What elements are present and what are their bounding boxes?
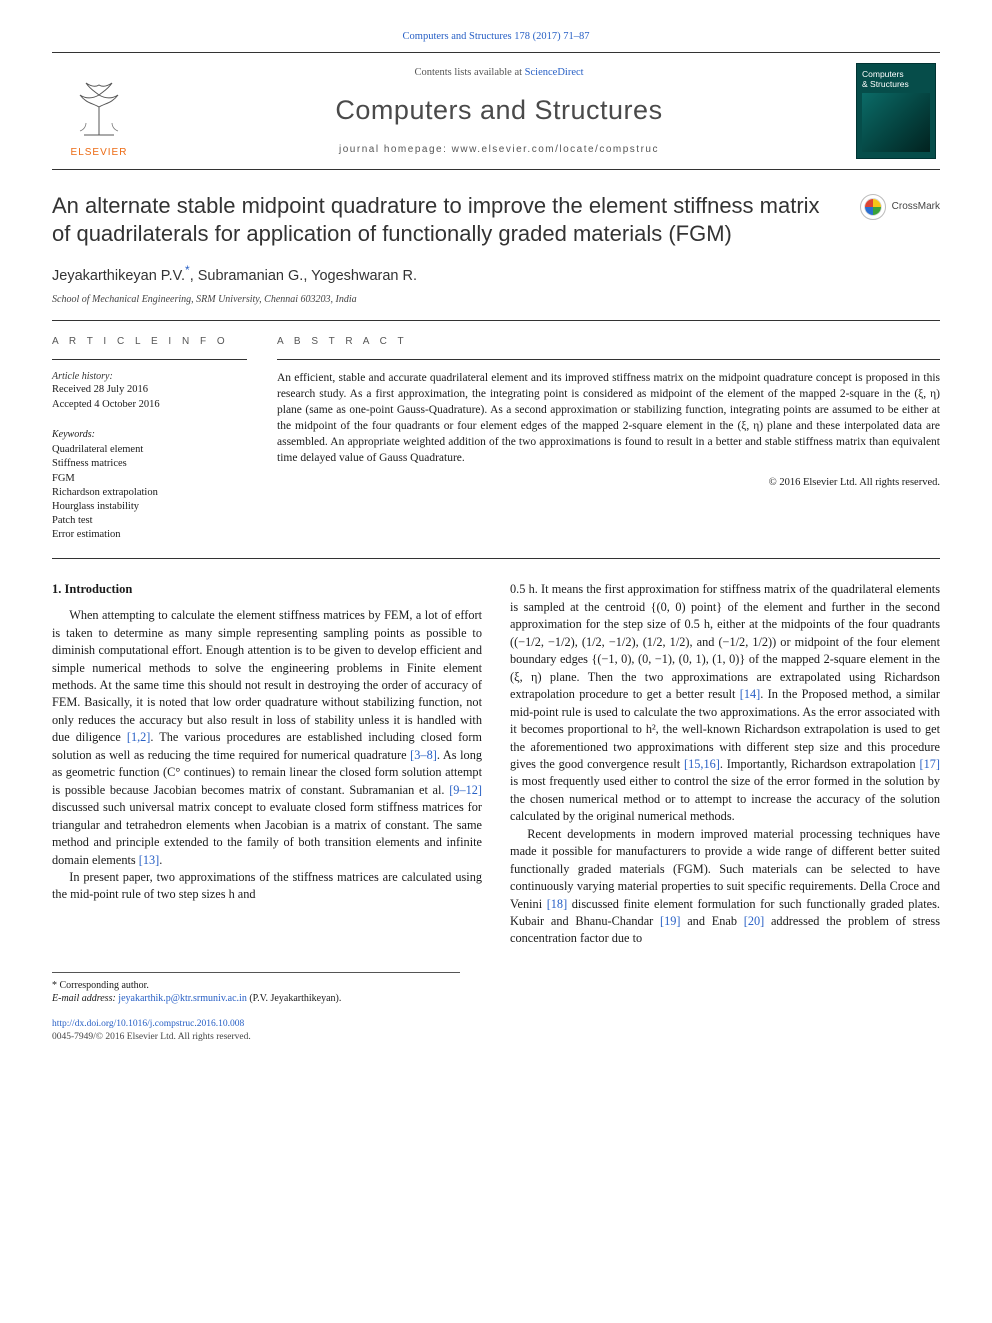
- journal-cover-thumb: Computers & Structures: [856, 63, 936, 159]
- ref-link[interactable]: [20]: [744, 914, 765, 928]
- history-head: Article history:: [52, 370, 247, 384]
- abstract-heading: A B S T R A C T: [277, 335, 940, 349]
- journal-masthead: ELSEVIER Contents lists available at Sci…: [52, 52, 940, 170]
- corresponding-author-footnote: * Corresponding author. E-mail address: …: [52, 972, 460, 1006]
- contents-lists-line: Contents lists available at ScienceDirec…: [414, 66, 583, 80]
- ref-link[interactable]: [14]: [740, 687, 761, 701]
- corr-author-label: * Corresponding author.: [52, 979, 460, 993]
- crossmark-widget[interactable]: CrossMark: [860, 194, 940, 220]
- history-received: Received 28 July 2016: [52, 383, 247, 397]
- publisher-logo-block: ELSEVIER: [52, 59, 146, 163]
- sciencedirect-link[interactable]: ScienceDirect: [525, 67, 584, 78]
- masthead-center: Contents lists available at ScienceDirec…: [146, 59, 852, 163]
- abstract-copyright: © 2016 Elsevier Ltd. All rights reserved…: [277, 476, 940, 490]
- intro-para-1: When attempting to calculate the element…: [52, 607, 482, 869]
- journal-title: Computers and Structures: [335, 92, 662, 128]
- email-label: E-mail address:: [52, 993, 118, 1004]
- crossmark-label: CrossMark: [892, 200, 940, 214]
- publication-footer: http://dx.doi.org/10.1016/j.compstruc.20…: [52, 1018, 940, 1044]
- contents-prefix: Contents lists available at: [414, 67, 524, 78]
- section-1-heading: 1. Introduction: [52, 581, 482, 599]
- article-body: 1. Introduction When attempting to calcu…: [52, 581, 940, 948]
- title-block: CrossMark An alternate stable midpoint q…: [52, 192, 940, 248]
- abstract-text: An efficient, stable and accurate quadri…: [277, 370, 940, 467]
- keyword: Quadrilateral element: [52, 443, 247, 457]
- corr-author-email-line: E-mail address: jeyakarthik.p@ktr.srmuni…: [52, 992, 460, 1006]
- ref-link[interactable]: [9–12]: [449, 783, 482, 797]
- article-title: An alternate stable midpoint quadrature …: [52, 192, 832, 248]
- journal-homepage[interactable]: journal homepage: www.elsevier.com/locat…: [339, 143, 659, 157]
- article-info-column: A R T I C L E I N F O Article history: R…: [52, 335, 247, 542]
- ref-link[interactable]: [18]: [547, 897, 568, 911]
- doi-link[interactable]: http://dx.doi.org/10.1016/j.compstruc.20…: [52, 1018, 940, 1031]
- top-citation[interactable]: Computers and Structures 178 (2017) 71–8…: [52, 30, 940, 44]
- cover-art: [862, 93, 930, 152]
- keywords-head: Keywords:: [52, 428, 247, 442]
- history-accepted: Accepted 4 October 2016: [52, 398, 247, 412]
- ref-link[interactable]: [19]: [660, 914, 681, 928]
- author-email-link[interactable]: jeyakarthik.p@ktr.srmuniv.ac.in: [118, 993, 247, 1004]
- ref-link[interactable]: [3–8]: [410, 748, 437, 762]
- intro-para-2: In present paper, two approximations of …: [52, 869, 482, 904]
- cover-title-2: & Structures: [862, 80, 930, 89]
- issn-copyright: 0045-7949/© 2016 Elsevier Ltd. All right…: [52, 1031, 940, 1044]
- email-owner: (P.V. Jeyakarthikeyan).: [247, 993, 342, 1004]
- abstract-column: A B S T R A C T An efficient, stable and…: [277, 335, 940, 542]
- keyword: Hourglass instability: [52, 500, 247, 514]
- col2-para-2: Recent developments in modern improved m…: [510, 826, 940, 948]
- col2-para-1: 0.5 h. It means the first approximation …: [510, 581, 940, 825]
- cover-thumb-wrap: Computers & Structures: [852, 59, 940, 163]
- keyword: Patch test: [52, 514, 247, 528]
- keyword: Stiffness matrices: [52, 457, 247, 471]
- crossmark-icon: [860, 194, 886, 220]
- elsevier-tree-icon: [63, 72, 135, 144]
- article-info-heading: A R T I C L E I N F O: [52, 335, 247, 349]
- corr-marker[interactable]: *: [185, 263, 190, 277]
- publisher-name: ELSEVIER: [71, 146, 128, 160]
- ref-link[interactable]: [17]: [920, 757, 941, 771]
- keyword: FGM: [52, 472, 247, 486]
- keyword: Error estimation: [52, 528, 247, 542]
- affiliation: School of Mechanical Engineering, SRM Un…: [52, 293, 940, 307]
- keyword: Richardson extrapolation: [52, 486, 247, 500]
- author-list: Jeyakarthikeyan P.V.*, Subramanian G., Y…: [52, 262, 940, 286]
- info-abstract-row: A R T I C L E I N F O Article history: R…: [52, 320, 940, 559]
- ref-link[interactable]: [1,2]: [127, 730, 151, 744]
- ref-link[interactable]: [13]: [139, 853, 160, 867]
- ref-link[interactable]: [15,16]: [684, 757, 720, 771]
